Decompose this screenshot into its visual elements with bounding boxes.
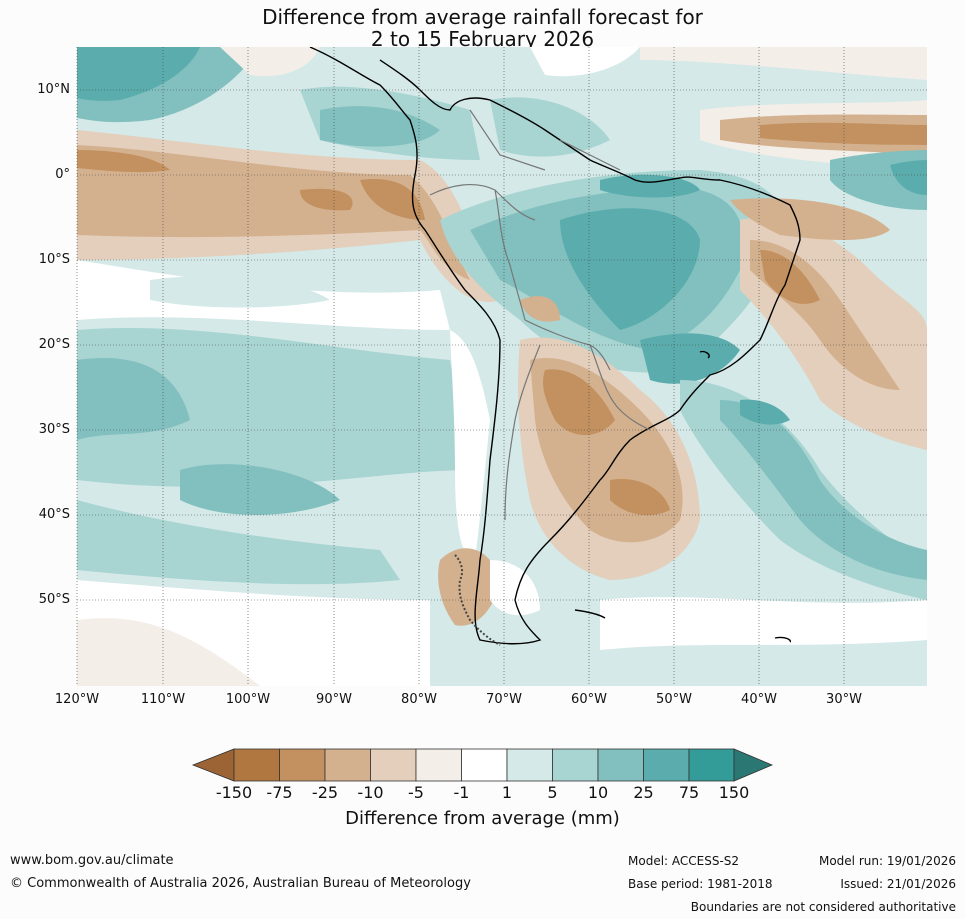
boundaries-disclaimer: Boundaries are not considered authoritat…: [690, 900, 956, 914]
coastlines: [309, 47, 801, 646]
colorbar-label: -1: [453, 783, 470, 802]
lon-label-80w: 80°W: [401, 692, 437, 707]
colorbar-swatch-5: [415, 748, 462, 782]
graticule: [76, 47, 927, 686]
colorbar-title: Difference from average (mm): [345, 808, 620, 829]
colorbar-swatch-12: [733, 748, 774, 782]
colorbar-label: 5: [547, 783, 558, 802]
colorbar-swatch-0: [191, 748, 235, 782]
colorbar-label: 25: [633, 783, 654, 802]
colorbar-swatch-7: [506, 748, 553, 782]
map-title-line1: Difference from average rainfall forecas…: [262, 5, 703, 29]
colorbar-swatch-3: [324, 748, 371, 782]
colorbar-swatch-2: [279, 748, 326, 782]
base-period: Base period: 1981-2018: [628, 877, 773, 891]
colorbar-label: 10: [587, 783, 609, 802]
map-fields: [77, 47, 927, 686]
model-name: Model: ACCESS-S2: [628, 854, 740, 868]
lat-label-20s: 20°S: [38, 337, 70, 352]
lat-label-10s: 10°S: [38, 252, 70, 267]
model-run: Model run: 19/01/2026: [818, 854, 956, 868]
lon-label-40w: 40°W: [741, 692, 777, 707]
colorbar-swatch-6: [461, 748, 508, 782]
lon-label-50w: 50°W: [656, 692, 692, 707]
lon-label-100w: 100°W: [225, 692, 271, 707]
lat-label-30s: 30°S: [38, 422, 70, 437]
colorbar-label: 1: [501, 783, 513, 802]
colorbar-swatch-9: [597, 748, 644, 782]
lon-label-90w: 90°W: [316, 692, 352, 707]
lat-label-0: 0°: [55, 167, 70, 182]
colorbar-swatch-10: [643, 748, 690, 782]
colorbar-label: 150: [718, 783, 750, 802]
colorbar-label: 75: [678, 783, 700, 802]
colorbar-label: -10: [357, 783, 384, 802]
colorbar-swatch-11: [688, 748, 735, 782]
colorbar-swatch-8: [552, 748, 599, 782]
colorbar-label: -5: [408, 783, 424, 802]
lon-label-120w: 120°W: [54, 692, 100, 707]
lon-label-70w: 70°W: [486, 692, 522, 707]
lat-label-10n: 10°N: [37, 82, 70, 97]
lat-label-50s: 50°S: [38, 592, 70, 607]
lon-label-60w: 60°W: [571, 692, 607, 707]
lat-label-40s: 40°S: [38, 507, 70, 522]
colorbar-label: -150: [215, 783, 253, 802]
colorbar-label: -25: [311, 783, 339, 802]
lon-label-110w: 110°W: [140, 692, 186, 707]
colorbar-swatch-4: [370, 748, 417, 782]
lon-label-30w: 30°W: [826, 692, 862, 707]
colorbar-label: -75: [266, 783, 293, 802]
website-link[interactable]: www.bom.gov.au/climate: [10, 853, 174, 868]
issued-date: Issued: 21/01/2026: [840, 877, 956, 891]
copyright: © Commonwealth of Australia 2026, Austra…: [10, 876, 471, 891]
colorbar-swatch-1: [233, 748, 280, 782]
